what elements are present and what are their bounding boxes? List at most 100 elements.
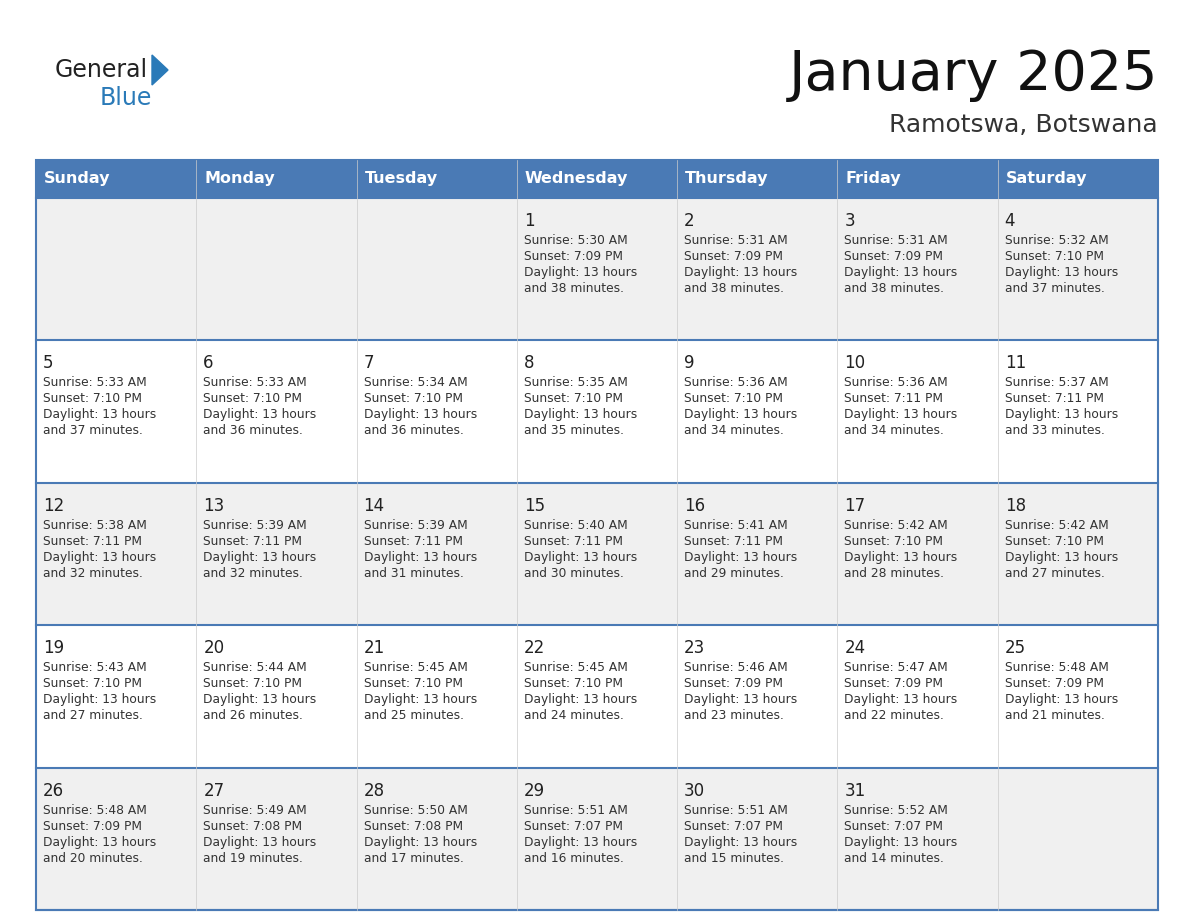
- Text: Daylight: 13 hours: Daylight: 13 hours: [1005, 266, 1118, 279]
- Text: Sunrise: 5:43 AM: Sunrise: 5:43 AM: [43, 661, 147, 674]
- Text: Sunset: 7:10 PM: Sunset: 7:10 PM: [203, 392, 302, 406]
- Text: Sunset: 7:10 PM: Sunset: 7:10 PM: [1005, 535, 1104, 548]
- Text: 23: 23: [684, 639, 706, 657]
- Text: Sunrise: 5:48 AM: Sunrise: 5:48 AM: [43, 803, 147, 817]
- Text: Daylight: 13 hours: Daylight: 13 hours: [203, 551, 316, 564]
- Text: 21: 21: [364, 639, 385, 657]
- Text: Wednesday: Wednesday: [525, 172, 628, 186]
- Bar: [998, 160, 1158, 198]
- Text: and 15 minutes.: and 15 minutes.: [684, 852, 784, 865]
- Text: and 19 minutes.: and 19 minutes.: [203, 852, 303, 865]
- Text: and 22 minutes.: and 22 minutes.: [845, 710, 944, 722]
- Text: 20: 20: [203, 639, 225, 657]
- Text: Daylight: 13 hours: Daylight: 13 hours: [684, 835, 797, 848]
- Text: Monday: Monday: [204, 172, 274, 186]
- Text: and 28 minutes.: and 28 minutes.: [845, 566, 944, 580]
- Text: and 37 minutes.: and 37 minutes.: [1005, 282, 1105, 295]
- Text: Sunset: 7:09 PM: Sunset: 7:09 PM: [684, 250, 783, 263]
- Text: Sunset: 7:09 PM: Sunset: 7:09 PM: [845, 250, 943, 263]
- Text: 18: 18: [1005, 497, 1026, 515]
- Text: Sunset: 7:09 PM: Sunset: 7:09 PM: [684, 677, 783, 690]
- Text: Sunset: 7:10 PM: Sunset: 7:10 PM: [1005, 250, 1104, 263]
- Text: General: General: [55, 58, 148, 82]
- Text: Sunset: 7:11 PM: Sunset: 7:11 PM: [524, 535, 623, 548]
- Text: and 25 minutes.: and 25 minutes.: [364, 710, 463, 722]
- Text: Daylight: 13 hours: Daylight: 13 hours: [203, 835, 316, 848]
- Text: Sunrise: 5:45 AM: Sunrise: 5:45 AM: [364, 661, 467, 674]
- Text: Ramotswa, Botswana: Ramotswa, Botswana: [890, 113, 1158, 137]
- Text: and 38 minutes.: and 38 minutes.: [684, 282, 784, 295]
- Bar: [36, 625, 1158, 767]
- Text: Sunrise: 5:39 AM: Sunrise: 5:39 AM: [203, 519, 307, 532]
- Text: and 27 minutes.: and 27 minutes.: [43, 710, 143, 722]
- Text: Daylight: 13 hours: Daylight: 13 hours: [524, 693, 637, 706]
- Text: Sunset: 7:09 PM: Sunset: 7:09 PM: [845, 677, 943, 690]
- Text: Daylight: 13 hours: Daylight: 13 hours: [524, 409, 637, 421]
- Bar: [356, 160, 517, 198]
- Text: Sunset: 7:10 PM: Sunset: 7:10 PM: [845, 535, 943, 548]
- Text: Daylight: 13 hours: Daylight: 13 hours: [524, 551, 637, 564]
- Text: Daylight: 13 hours: Daylight: 13 hours: [43, 693, 157, 706]
- Text: Daylight: 13 hours: Daylight: 13 hours: [1005, 693, 1118, 706]
- Text: Daylight: 13 hours: Daylight: 13 hours: [845, 409, 958, 421]
- Bar: [36, 198, 1158, 341]
- Text: and 38 minutes.: and 38 minutes.: [845, 282, 944, 295]
- Text: Daylight: 13 hours: Daylight: 13 hours: [1005, 551, 1118, 564]
- Text: and 16 minutes.: and 16 minutes.: [524, 852, 624, 865]
- Text: Daylight: 13 hours: Daylight: 13 hours: [684, 409, 797, 421]
- Text: and 24 minutes.: and 24 minutes.: [524, 710, 624, 722]
- Text: Sunrise: 5:33 AM: Sunrise: 5:33 AM: [43, 376, 147, 389]
- Text: Sunset: 7:11 PM: Sunset: 7:11 PM: [203, 535, 302, 548]
- Text: Sunset: 7:10 PM: Sunset: 7:10 PM: [684, 392, 783, 406]
- Text: Daylight: 13 hours: Daylight: 13 hours: [1005, 409, 1118, 421]
- Text: Sunrise: 5:45 AM: Sunrise: 5:45 AM: [524, 661, 627, 674]
- Text: Sunrise: 5:32 AM: Sunrise: 5:32 AM: [1005, 234, 1108, 247]
- Text: Sunrise: 5:42 AM: Sunrise: 5:42 AM: [845, 519, 948, 532]
- Text: Sunday: Sunday: [44, 172, 110, 186]
- Text: and 29 minutes.: and 29 minutes.: [684, 566, 784, 580]
- Text: and 37 minutes.: and 37 minutes.: [43, 424, 143, 437]
- Text: Sunrise: 5:52 AM: Sunrise: 5:52 AM: [845, 803, 948, 817]
- Text: Daylight: 13 hours: Daylight: 13 hours: [203, 409, 316, 421]
- Text: 3: 3: [845, 212, 855, 230]
- Text: Daylight: 13 hours: Daylight: 13 hours: [43, 409, 157, 421]
- Text: and 30 minutes.: and 30 minutes.: [524, 566, 624, 580]
- Bar: [36, 767, 1158, 910]
- Text: Friday: Friday: [846, 172, 901, 186]
- Text: Sunrise: 5:31 AM: Sunrise: 5:31 AM: [845, 234, 948, 247]
- Text: Saturday: Saturday: [1006, 172, 1087, 186]
- Text: and 20 minutes.: and 20 minutes.: [43, 852, 143, 865]
- Text: Sunrise: 5:47 AM: Sunrise: 5:47 AM: [845, 661, 948, 674]
- Text: Sunset: 7:10 PM: Sunset: 7:10 PM: [203, 677, 302, 690]
- Text: 13: 13: [203, 497, 225, 515]
- Text: Daylight: 13 hours: Daylight: 13 hours: [364, 551, 476, 564]
- Text: and 27 minutes.: and 27 minutes.: [1005, 566, 1105, 580]
- Text: Daylight: 13 hours: Daylight: 13 hours: [845, 835, 958, 848]
- Text: and 26 minutes.: and 26 minutes.: [203, 710, 303, 722]
- Text: Sunset: 7:10 PM: Sunset: 7:10 PM: [524, 677, 623, 690]
- Text: Daylight: 13 hours: Daylight: 13 hours: [203, 693, 316, 706]
- Text: 19: 19: [43, 639, 64, 657]
- Text: January 2025: January 2025: [789, 48, 1158, 102]
- Text: Daylight: 13 hours: Daylight: 13 hours: [845, 551, 958, 564]
- Text: and 36 minutes.: and 36 minutes.: [203, 424, 303, 437]
- Text: Sunset: 7:10 PM: Sunset: 7:10 PM: [43, 677, 143, 690]
- Text: and 21 minutes.: and 21 minutes.: [1005, 710, 1105, 722]
- Text: Sunrise: 5:35 AM: Sunrise: 5:35 AM: [524, 376, 627, 389]
- Text: 14: 14: [364, 497, 385, 515]
- Text: Sunset: 7:09 PM: Sunset: 7:09 PM: [524, 250, 623, 263]
- Text: Sunrise: 5:51 AM: Sunrise: 5:51 AM: [524, 803, 627, 817]
- Text: Sunrise: 5:40 AM: Sunrise: 5:40 AM: [524, 519, 627, 532]
- Text: Daylight: 13 hours: Daylight: 13 hours: [684, 693, 797, 706]
- Text: Daylight: 13 hours: Daylight: 13 hours: [684, 551, 797, 564]
- Text: Sunset: 7:11 PM: Sunset: 7:11 PM: [1005, 392, 1104, 406]
- Text: Daylight: 13 hours: Daylight: 13 hours: [684, 266, 797, 279]
- Text: Sunrise: 5:39 AM: Sunrise: 5:39 AM: [364, 519, 467, 532]
- Text: and 17 minutes.: and 17 minutes.: [364, 852, 463, 865]
- Text: Sunset: 7:08 PM: Sunset: 7:08 PM: [203, 820, 303, 833]
- Text: Sunset: 7:10 PM: Sunset: 7:10 PM: [43, 392, 143, 406]
- Text: 7: 7: [364, 354, 374, 373]
- Text: 25: 25: [1005, 639, 1026, 657]
- Bar: [36, 483, 1158, 625]
- Text: Sunset: 7:09 PM: Sunset: 7:09 PM: [43, 820, 143, 833]
